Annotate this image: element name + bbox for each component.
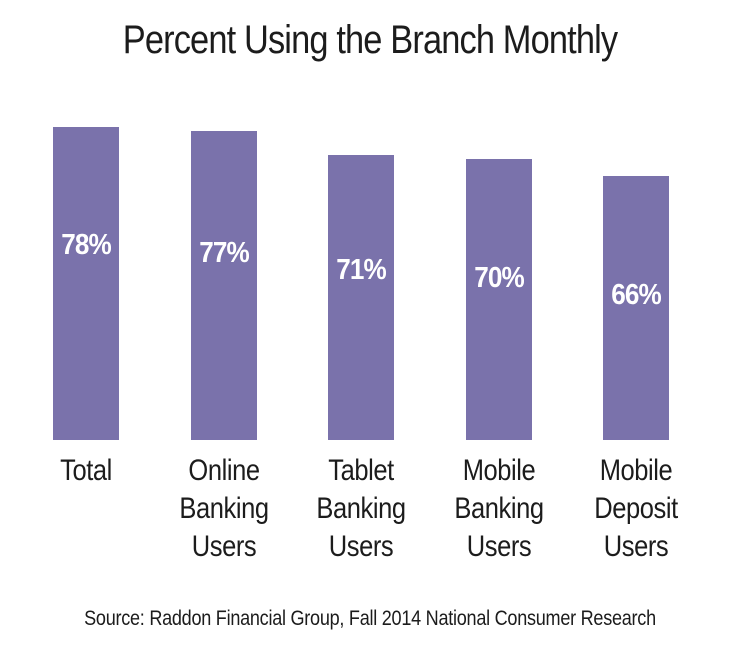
- bar-online-banking-users: 77%: [191, 131, 257, 440]
- bar-value-label: 77%: [199, 237, 249, 269]
- category-label-mobile-deposit-users: Mobile Deposit Users: [594, 454, 678, 563]
- bar-mobile-banking-users: 70%: [466, 159, 532, 440]
- source-note: Source: Raddon Financial Group, Fall 201…: [84, 607, 656, 630]
- bar-value-label: 78%: [61, 229, 111, 261]
- category-label-mobile-banking-users: Mobile Banking Users: [454, 454, 544, 563]
- bar-mobile-deposit-users: 66%: [603, 176, 669, 440]
- chart-title: Percent Using the Branch Monthly: [122, 18, 618, 62]
- category-label-total: Total: [60, 454, 112, 487]
- category-label-online-banking-users: Online Banking Users: [179, 454, 269, 563]
- bar-value-label: 66%: [611, 279, 661, 311]
- category-label-tablet-banking-users: Tablet Banking Users: [316, 454, 406, 563]
- bar-tablet-banking-users: 71%: [328, 155, 394, 440]
- bar-total: 78%: [53, 127, 119, 440]
- bar-value-label: 71%: [336, 254, 386, 286]
- bar-value-label: 70%: [474, 262, 524, 294]
